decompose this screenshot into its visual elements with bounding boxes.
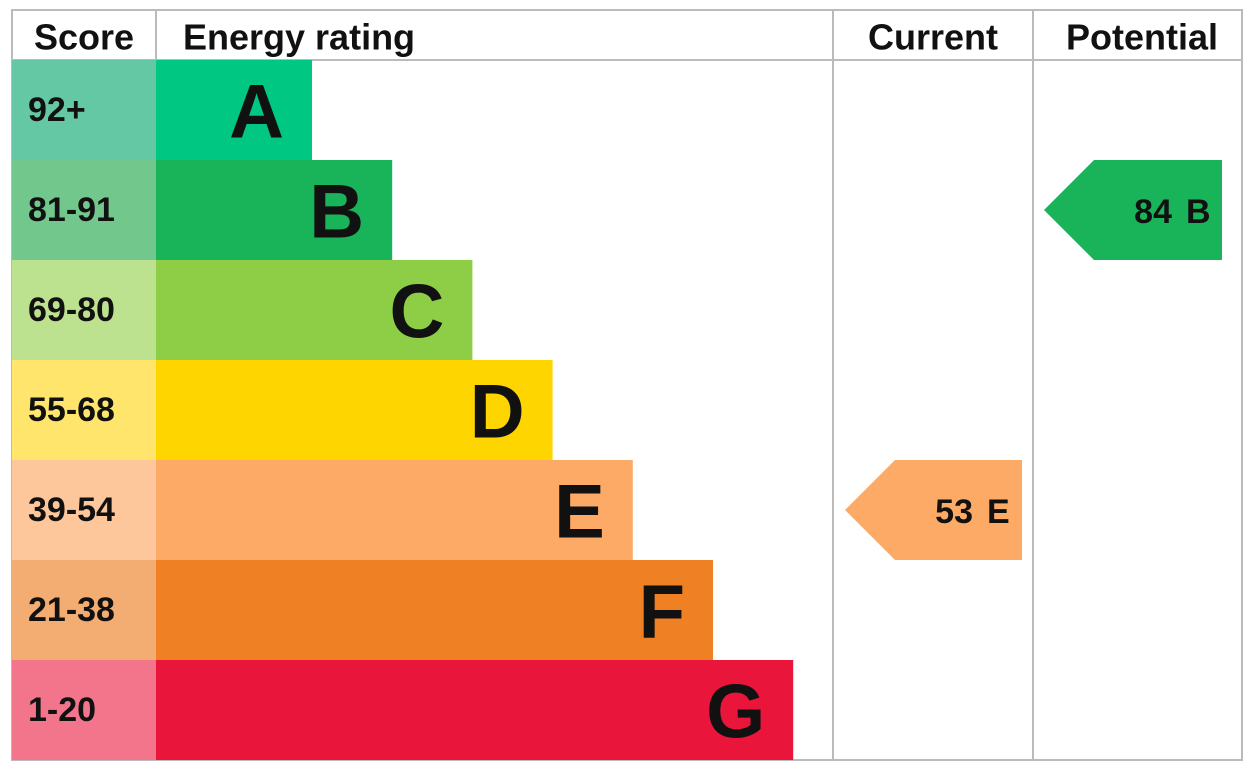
score-label: 21-38 xyxy=(28,591,115,629)
header: Potential xyxy=(1066,17,1218,58)
score-cell xyxy=(12,660,156,760)
score-cell xyxy=(12,560,156,660)
arrow-value: 84 xyxy=(1134,193,1172,231)
rating-letter: F xyxy=(639,570,685,655)
rating-bar xyxy=(156,560,713,660)
score-label: 69-80 xyxy=(28,291,115,329)
score-label: 39-54 xyxy=(28,491,115,529)
arrow-letter: B xyxy=(1186,193,1211,231)
rating-arrow xyxy=(845,460,1022,560)
rating-letter: D xyxy=(470,370,525,455)
rating-bar xyxy=(156,460,633,560)
rating-letter: G xyxy=(706,670,765,755)
rating-letter: E xyxy=(554,470,605,555)
score-cell xyxy=(12,60,156,160)
rating-letter: A xyxy=(229,70,284,155)
header: Energy rating xyxy=(183,17,415,58)
rating-letter: C xyxy=(390,270,445,355)
rating-bar xyxy=(156,660,794,760)
score-label: 81-91 xyxy=(28,191,115,229)
rating-bar xyxy=(156,360,553,460)
rating-bar xyxy=(156,160,393,260)
score-cell xyxy=(12,260,156,360)
rating-arrow xyxy=(1044,160,1222,260)
score-label: 92+ xyxy=(28,91,86,129)
score-cell xyxy=(12,360,156,460)
score-cell xyxy=(12,460,156,560)
rating-bar xyxy=(156,60,312,160)
header: Score xyxy=(34,17,134,58)
arrow-letter: E xyxy=(987,493,1010,531)
score-label: 55-68 xyxy=(28,391,115,429)
header: Current xyxy=(868,17,998,58)
arrow-value: 53 xyxy=(935,493,973,531)
rating-letter: B xyxy=(309,170,364,255)
score-label: 1-20 xyxy=(28,691,96,729)
rating-bar xyxy=(156,260,473,360)
score-cell xyxy=(12,160,156,260)
